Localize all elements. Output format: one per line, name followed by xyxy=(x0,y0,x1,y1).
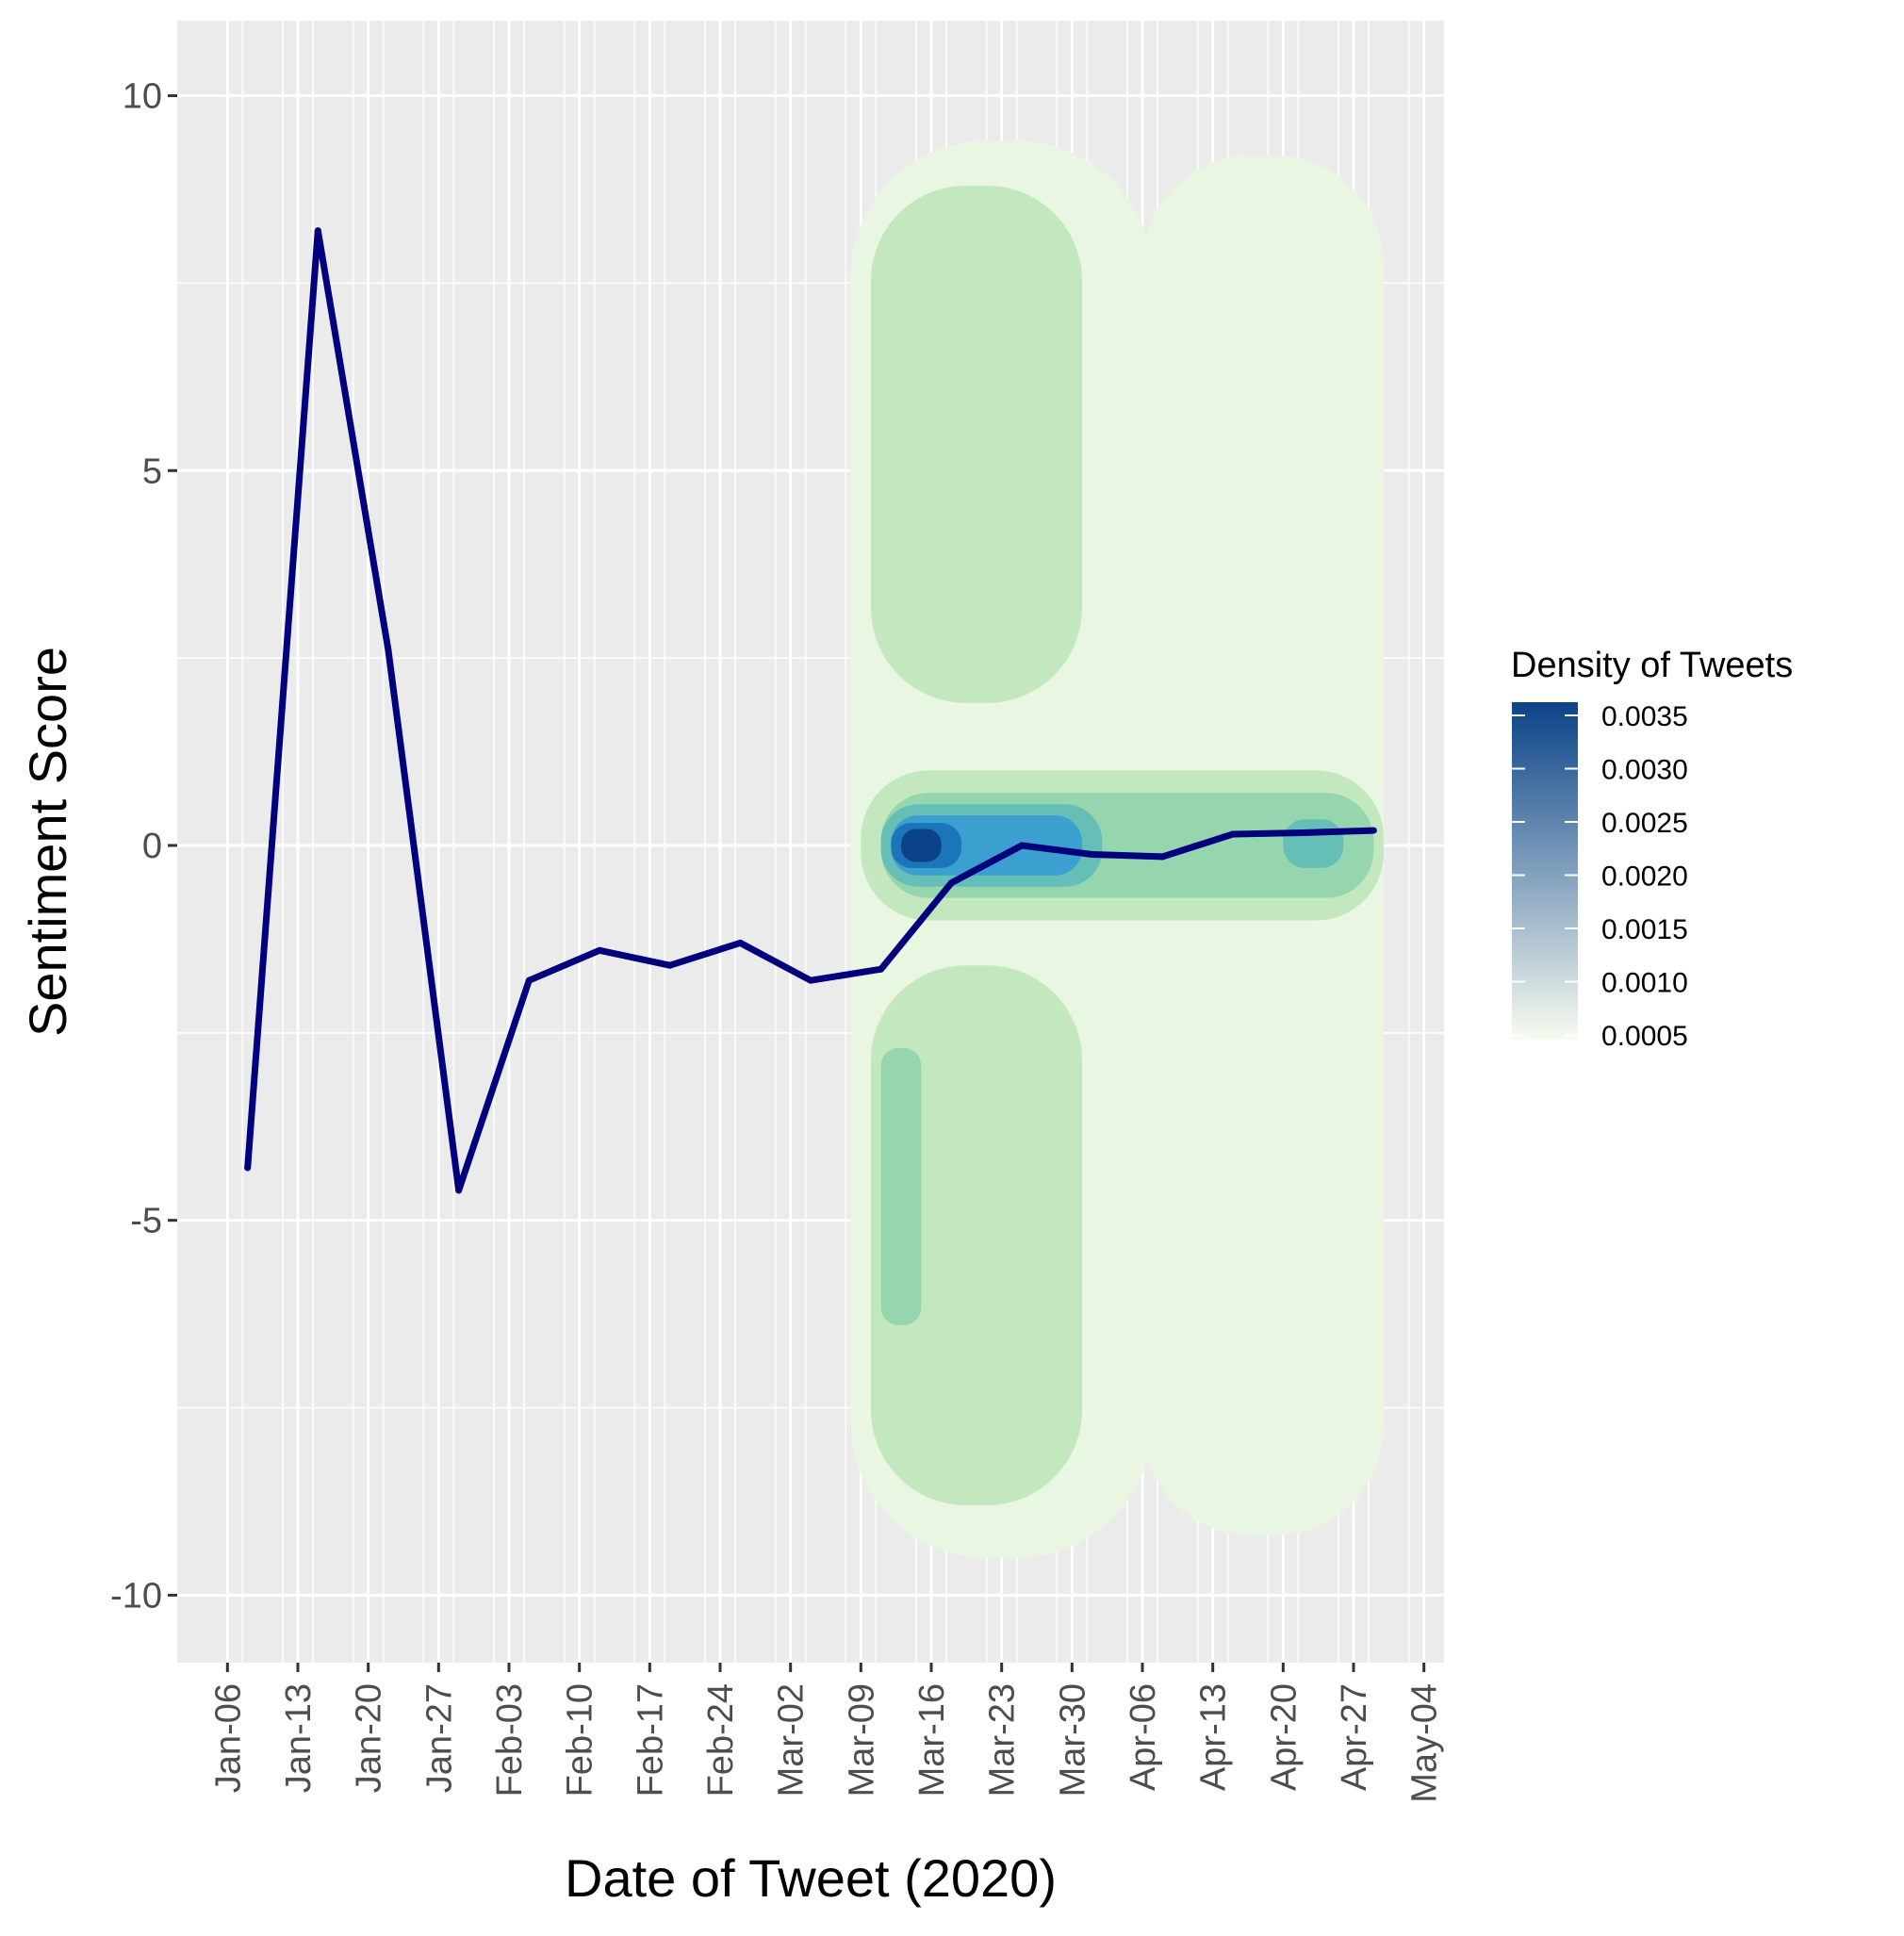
x-tick-label: Mar-16 xyxy=(912,1683,952,1797)
x-tick-label: Jan-27 xyxy=(419,1683,459,1793)
data-point xyxy=(1370,827,1377,834)
legend-label: 0.0015 xyxy=(1601,914,1688,945)
x-tick-label: Mar-09 xyxy=(842,1683,881,1797)
x-tick-label: Feb-24 xyxy=(701,1683,741,1797)
data-point xyxy=(525,976,533,984)
legend-label: 0.0005 xyxy=(1601,1021,1688,1052)
y-tick-label: 10 xyxy=(123,77,162,117)
density-region xyxy=(871,185,1082,703)
x-tick-label: Feb-10 xyxy=(561,1683,600,1797)
x-tick-label: Apr-13 xyxy=(1194,1683,1234,1791)
data-point xyxy=(455,1187,463,1194)
data-point xyxy=(666,961,674,969)
x-tick-label: Mar-23 xyxy=(983,1683,1023,1797)
density-region xyxy=(871,965,1082,1505)
series-layer xyxy=(244,227,1377,1194)
x-axis: Jan-06 Jan-13 Jan-20 Jan-27 Feb-03 Feb-10 Feb-… xyxy=(208,1663,1445,1803)
y-tick-label: -10 xyxy=(110,1576,162,1616)
data-point xyxy=(878,965,885,973)
x-tick-label: Feb-17 xyxy=(631,1683,670,1797)
data-point xyxy=(1018,842,1026,849)
data-point xyxy=(807,976,814,984)
data-point xyxy=(1229,830,1237,838)
legend-ticks: 0.0035 0.0030 0.0025 0.0020 0.0015 0.0010 0.00… xyxy=(1512,701,1688,1052)
data-point xyxy=(1089,851,1096,859)
x-tick-label: Feb-03 xyxy=(490,1683,530,1797)
y-tick-label: 0 xyxy=(142,827,162,866)
legend-label: 0.0035 xyxy=(1601,701,1688,732)
density-region xyxy=(901,829,942,862)
x-tick-label: May-04 xyxy=(1405,1683,1445,1803)
density-region xyxy=(880,1047,922,1326)
legend-title: Density of Tweets xyxy=(1511,646,1793,685)
y-tick-label: -5 xyxy=(130,1202,162,1241)
legend: Density of Tweets 0.00350.00300.00250.00… xyxy=(1511,646,1793,1052)
x-tick-label: Apr-20 xyxy=(1264,1683,1304,1791)
legend-label: 0.0030 xyxy=(1601,755,1688,786)
legend-label: 0.0010 xyxy=(1601,968,1688,999)
y-axis: 10 5 0 -5 -10 xyxy=(110,77,177,1616)
data-point xyxy=(596,946,603,954)
x-tick-label: Apr-27 xyxy=(1335,1683,1374,1791)
data-point xyxy=(314,227,321,235)
legend-label: 0.0020 xyxy=(1601,861,1688,893)
x-tick-label: Jan-20 xyxy=(350,1683,389,1793)
x-tick-label: Mar-02 xyxy=(772,1683,812,1797)
x-tick-label: Jan-06 xyxy=(208,1683,248,1793)
x-tick-label: Mar-30 xyxy=(1053,1683,1092,1797)
data-point xyxy=(1300,829,1307,836)
data-point xyxy=(736,939,744,946)
data-point xyxy=(1158,853,1166,861)
data-point xyxy=(947,879,955,887)
data-point xyxy=(385,647,392,654)
x-tick-label: Jan-13 xyxy=(279,1683,319,1793)
data-point xyxy=(244,1164,252,1172)
y-axis-title: Sentiment Score xyxy=(18,647,77,1037)
density-region xyxy=(1283,819,1344,868)
x-tick-label: Apr-06 xyxy=(1124,1683,1163,1791)
density-contours xyxy=(850,140,1384,1558)
legend-colorbar xyxy=(1512,702,1578,1040)
legend-label: 0.0025 xyxy=(1601,808,1688,839)
x-axis-title: Date of Tweet (2020) xyxy=(565,1848,1057,1908)
y-tick-label: 5 xyxy=(142,451,162,491)
